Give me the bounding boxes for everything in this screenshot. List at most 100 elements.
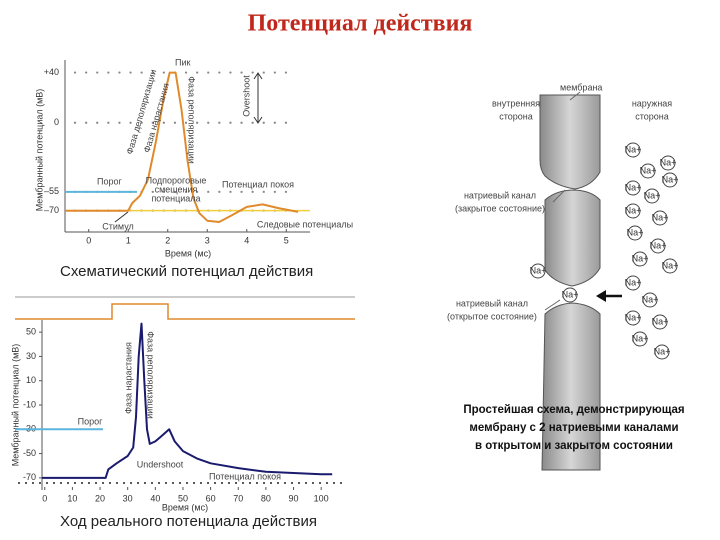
ion-label: Na+ bbox=[632, 333, 649, 343]
annotation: Порог bbox=[97, 176, 122, 186]
x-tick-label: 30 bbox=[123, 493, 133, 503]
ion-label: Na+ bbox=[652, 316, 669, 326]
x-tick-label: 2 bbox=[165, 235, 170, 245]
annotation: Следовые потенциалы bbox=[257, 219, 353, 229]
y-tick-label: -50 bbox=[23, 448, 36, 458]
annotation: смещения bbox=[155, 184, 198, 194]
y-axis-label: Мембранный потенциал (мВ) bbox=[10, 344, 20, 467]
chart-title: Схематический потенциал действия bbox=[60, 263, 313, 280]
ion bbox=[625, 180, 641, 196]
ion bbox=[662, 258, 678, 274]
annotation: Потенциал покоя bbox=[209, 471, 281, 481]
ion bbox=[530, 263, 546, 279]
ion bbox=[562, 287, 578, 303]
ion bbox=[632, 251, 648, 267]
ion bbox=[644, 188, 660, 204]
side-label: наружная bbox=[632, 98, 672, 108]
annotation: Фаза реполяризации bbox=[187, 76, 197, 164]
channel-label: натриевый канал bbox=[456, 298, 528, 308]
side-label: сторона bbox=[499, 111, 533, 121]
ion bbox=[650, 238, 666, 254]
slide-title: Потенциал действия bbox=[248, 11, 473, 37]
x-tick-label: 3 bbox=[205, 235, 210, 245]
x-axis-label: Время (мс) bbox=[162, 502, 208, 512]
x-tick-label: 1 bbox=[126, 235, 131, 245]
x-tick-label: 10 bbox=[67, 493, 77, 503]
x-tick-label: 70 bbox=[233, 493, 243, 503]
y-axis-label: Мембранный потенциал (мВ) bbox=[34, 89, 44, 212]
ion bbox=[654, 344, 670, 360]
y-tick-label: 30 bbox=[26, 351, 36, 361]
overshoot-arrow bbox=[253, 72, 263, 124]
annotation: Overshoot bbox=[241, 75, 251, 117]
ion-label: Na+ bbox=[632, 253, 649, 263]
stimulus-trace bbox=[15, 303, 355, 320]
ion-label: Na+ bbox=[652, 212, 669, 222]
annotation: потенциала bbox=[151, 193, 200, 203]
channel-label: натриевый канал bbox=[464, 190, 536, 200]
ion-label: Na+ bbox=[625, 277, 642, 287]
ion-label: Na+ bbox=[662, 174, 679, 184]
ion bbox=[652, 314, 668, 330]
ion-label: Na+ bbox=[627, 227, 644, 237]
ion-label: Na+ bbox=[625, 312, 642, 322]
potential-line bbox=[65, 71, 299, 223]
annotation: Стимул bbox=[102, 221, 134, 231]
annotation: Подпороговые bbox=[146, 175, 207, 185]
ion bbox=[625, 203, 641, 219]
annotation: Фаза реполяризации bbox=[146, 331, 156, 419]
ion-label: Na+ bbox=[625, 205, 642, 215]
annotation: Порог bbox=[78, 416, 103, 426]
ion-label: Na+ bbox=[562, 289, 579, 299]
y-tick-label: -70 bbox=[23, 472, 36, 482]
membrane-label: мембрана bbox=[560, 82, 602, 92]
x-tick-label: 0 bbox=[42, 493, 47, 503]
ion-label: Na+ bbox=[660, 157, 677, 167]
flow-arrow bbox=[596, 290, 622, 302]
ion bbox=[652, 210, 668, 226]
ion-label: Na+ bbox=[625, 182, 642, 192]
caption: мембрану с 2 натриевыми каналами bbox=[469, 422, 678, 434]
ion-label: Na+ bbox=[640, 165, 657, 175]
x-tick-label: 100 bbox=[314, 493, 329, 503]
ion bbox=[660, 155, 676, 171]
x-tick-label: 80 bbox=[261, 493, 271, 503]
caption: Простейшая схема, демонстрирующая bbox=[463, 404, 684, 416]
ion-label: Na+ bbox=[644, 190, 661, 200]
pointer-lines bbox=[544, 91, 581, 311]
ion-label: Na+ bbox=[530, 265, 547, 275]
ion bbox=[627, 225, 643, 241]
potential-line bbox=[42, 322, 333, 479]
y-tick-label: 0 bbox=[54, 117, 59, 127]
x-tick-label: 60 bbox=[206, 493, 216, 503]
ion bbox=[662, 172, 678, 188]
ion bbox=[632, 331, 648, 347]
ion bbox=[625, 142, 641, 158]
ion-label: Na+ bbox=[654, 346, 671, 356]
x-tick-label: 40 bbox=[150, 493, 160, 503]
annotation: Фаза нарастания bbox=[123, 342, 133, 414]
annotation: Потенциал покоя bbox=[222, 179, 294, 189]
channel-label: (открытое состояние) bbox=[447, 311, 537, 321]
annotation: Undershoot bbox=[137, 459, 184, 469]
x-tick-label: 20 bbox=[95, 493, 105, 503]
ion-label: Na+ bbox=[642, 294, 659, 304]
x-tick-label: 4 bbox=[244, 235, 249, 245]
y-tick-label: –55 bbox=[44, 186, 59, 196]
ion bbox=[640, 163, 656, 179]
x-tick-label: 90 bbox=[289, 493, 299, 503]
chart-title: Ход реального потенциала действия bbox=[60, 513, 317, 530]
ion bbox=[625, 310, 641, 326]
stimulus-pointer bbox=[114, 211, 129, 223]
y-tick-label: +40 bbox=[44, 67, 59, 77]
ion bbox=[625, 275, 641, 291]
ion bbox=[642, 292, 658, 308]
side-label: сторона bbox=[635, 111, 669, 121]
ion-label: Na+ bbox=[650, 240, 667, 250]
channel-label: (закрытое состояние) bbox=[455, 203, 545, 213]
caption: в открытом и закрытом состоянии bbox=[475, 440, 673, 452]
side-label: внутренняя bbox=[492, 98, 540, 108]
x-tick-label: 5 bbox=[284, 235, 289, 245]
x-tick-label: 0 bbox=[86, 235, 91, 245]
